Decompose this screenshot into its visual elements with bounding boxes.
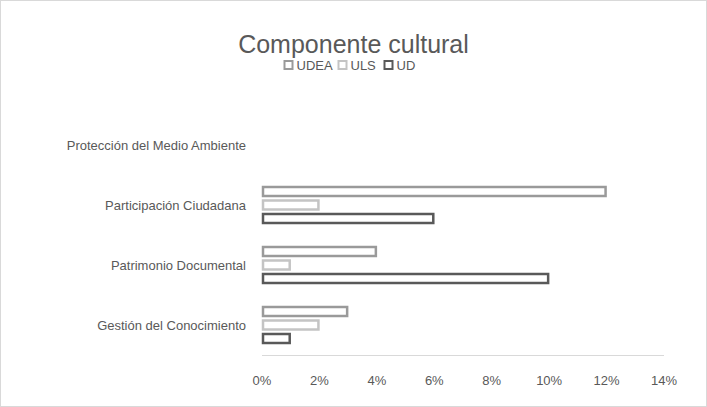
- legend: UDEA ULS UD: [285, 58, 416, 73]
- bar: [263, 274, 548, 283]
- bar: [262, 141, 265, 150]
- category-label: Patrimonio Documental: [111, 258, 246, 273]
- bar: [263, 307, 347, 316]
- bar: [263, 334, 290, 343]
- bar: [262, 154, 265, 163]
- title: Componente cultural: [238, 30, 469, 58]
- legend-swatch: [385, 61, 393, 69]
- x-tick-label: 14%: [651, 373, 677, 388]
- bar: [263, 261, 290, 270]
- bars: [263, 187, 606, 343]
- legend-swatch: [285, 61, 293, 69]
- legend-label: UD: [397, 58, 416, 73]
- legend-label: ULS: [351, 58, 377, 73]
- bar: [263, 214, 433, 223]
- x-tick-label: 10%: [536, 373, 562, 388]
- category-label: Participación Ciudadana: [105, 198, 247, 213]
- bar: [263, 187, 606, 196]
- category-label: Gestión del Conocimiento: [97, 318, 246, 333]
- legend-swatch: [339, 61, 347, 69]
- legend-label: UDEA: [297, 58, 333, 73]
- bar: [263, 247, 376, 256]
- x-tick-label: 6%: [425, 373, 444, 388]
- category-label: Protección del Medio Ambiente: [67, 138, 246, 153]
- bar: [262, 127, 265, 136]
- x-tick-label: 0%: [253, 373, 272, 388]
- chart-container: Componente culturalUDEA ULS UD 0% 2% 4% 6% 8% 10…: [0, 0, 707, 407]
- chart-frame: [1, 1, 707, 407]
- bar: [263, 201, 318, 210]
- x-tick-label: 2%: [310, 373, 329, 388]
- x-tick-label: 4%: [367, 373, 386, 388]
- x-axis-line: [262, 355, 664, 356]
- x-tick-label: 12%: [594, 373, 620, 388]
- chart-svg: Componente culturalUDEA ULS UD 0% 2% 4% 6% 8% 10…: [0, 0, 707, 407]
- bar: [263, 321, 318, 330]
- x-tick-label: 8%: [482, 373, 501, 388]
